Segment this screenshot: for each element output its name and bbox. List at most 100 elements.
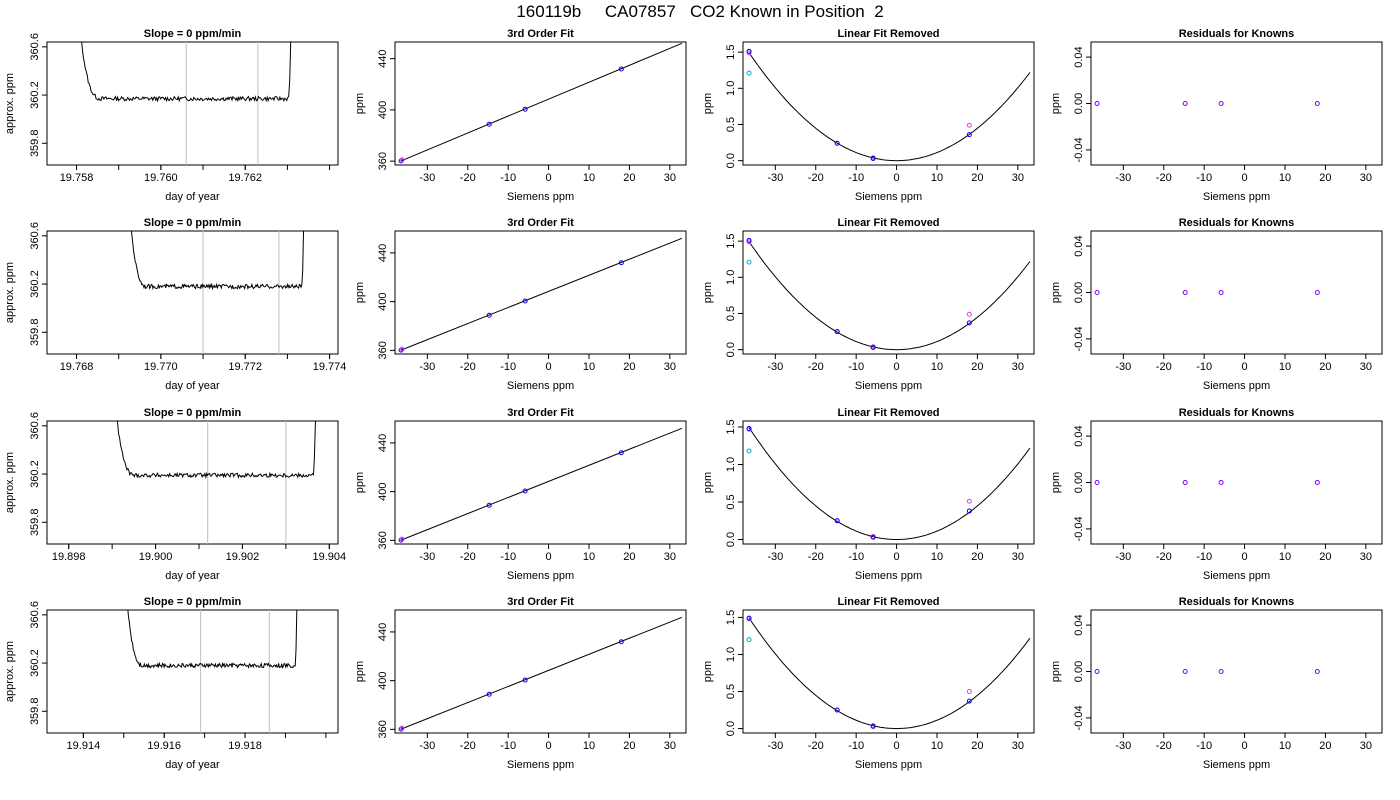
data-point-cyan [746,259,752,265]
x-tick-label: -30 [767,551,783,563]
x-tick-label: 0 [1242,172,1248,184]
x-tick-label: 0 [546,551,552,563]
panel-trace-row2: Slope = 0 ppm/min 19.768 19.770 19.772 19.77… [4,217,346,392]
x-tick-label: 10 [583,551,595,563]
x-tick-label: -30 [767,740,783,752]
data-point [398,347,404,353]
y-tick-label: 0.00 [1073,93,1085,114]
y-tick-label: -0.04 [1073,326,1085,351]
data-point-alt [399,157,405,163]
y-tick-label: 440 [377,244,389,262]
data-point [966,698,972,704]
panel-title: Slope = 0 ppm/min [144,217,242,229]
panel-title: Residuals for Knowns [1179,28,1295,40]
y-tick-label: 1.0 [725,457,737,472]
x-tick-label: 10 [931,361,943,373]
x-tick-label: -10 [1196,361,1212,373]
fit-line [400,616,683,730]
x-axis-label: Siemens ppm [855,570,922,582]
panel-trace-row4: Slope = 0 ppm/min 19.914 19.916 19.918 359.8… [4,596,339,771]
y-axis-label: ppm [1050,661,1062,682]
data-point [618,66,624,72]
data-point [522,298,528,304]
plot-frame [1090,609,1383,734]
data-point-cyan [746,637,752,643]
data-point-alt [399,725,405,731]
fit-line [400,237,683,351]
y-tick-label: 400 [377,671,389,689]
residual-point [1218,480,1224,485]
x-tick-label: -10 [1196,172,1212,184]
x-tick-label: -30 [767,172,783,184]
x-tick-label: -10 [1196,740,1212,752]
x-tick-label: 19.772 [228,361,262,373]
y-tick-label: 0.0 [725,153,737,168]
x-tick-label: -20 [460,361,476,373]
fit-line [400,42,683,162]
data-point [834,518,840,524]
x-tick-label: 10 [1279,740,1291,752]
panel-title: Residuals for Knowns [1179,407,1295,419]
y-tick-label: 0.5 [725,684,737,699]
x-tick-label: -20 [1156,361,1172,373]
x-tick-label: -10 [500,361,516,373]
x-tick-label: -20 [1156,172,1172,184]
x-tick-label: 0 [894,740,900,752]
x-tick-label: 0 [546,361,552,373]
x-axis-label: Siemens ppm [1203,380,1270,392]
x-tick-label: 30 [1360,172,1372,184]
x-tick-label: -10 [1196,551,1212,563]
x-tick-label: 30 [664,551,676,563]
x-axis-label: day of year [165,191,220,203]
panel-title: Slope = 0 ppm/min [144,407,242,419]
x-tick-label: 0 [546,172,552,184]
plot-frame [46,41,339,166]
plot-frame [394,230,687,355]
data-point [834,707,840,713]
residual-point [1182,290,1188,295]
residual-point [1182,669,1188,674]
plot-area [746,48,1031,162]
panel-resid-row3: Residuals for Knowns -30 -20 -10 0 10 20 30 -0.0… [1050,407,1383,582]
x-tick-label: -30 [419,361,435,373]
x-tick-label: -10 [500,172,516,184]
data-point [746,237,752,243]
y-tick-label: 360.2 [29,81,41,109]
y-axis-label: ppm [354,93,366,114]
plot-frame [394,420,687,545]
x-tick-label: 19.914 [67,740,101,752]
x-axis-label: day of year [165,380,220,392]
y-tick-label: 360 [377,152,389,170]
y-tick-label: 359.8 [29,698,41,726]
x-tick-label: 30 [1012,551,1024,563]
x-tick-label: 20 [971,551,983,563]
y-axis-label: ppm [354,472,366,493]
x-tick-label: 10 [931,551,943,563]
x-tick-label: 30 [1360,740,1372,752]
x-tick-label: 19.758 [60,172,94,184]
data-point [966,508,972,514]
y-tick-label: 0.04 [1073,614,1085,635]
x-tick-label: -30 [419,172,435,184]
plot-frame [742,230,1035,355]
y-tick-label: 0.0 [725,721,737,736]
y-tick-label: 0.04 [1073,425,1085,446]
y-tick-label: -0.04 [1073,705,1085,730]
x-tick-label: 20 [623,361,635,373]
x-tick-label: -30 [1115,172,1131,184]
data-point [834,329,840,335]
x-axis-label: day of year [165,570,220,582]
fit-line [400,427,683,541]
y-axis-label: ppm [702,472,714,493]
fit-curve [748,617,1031,730]
x-axis-label: Siemens ppm [855,380,922,392]
x-tick-label: 20 [623,551,635,563]
plot-area [1094,290,1320,295]
y-tick-label: 360.6 [29,412,41,440]
y-tick-label: -0.04 [1073,137,1085,162]
plot-area [746,237,1031,351]
plot-area [1094,669,1320,674]
x-tick-label: 30 [664,172,676,184]
panel-title: Linear Fit Removed [837,217,939,229]
x-tick-label: 20 [623,172,635,184]
